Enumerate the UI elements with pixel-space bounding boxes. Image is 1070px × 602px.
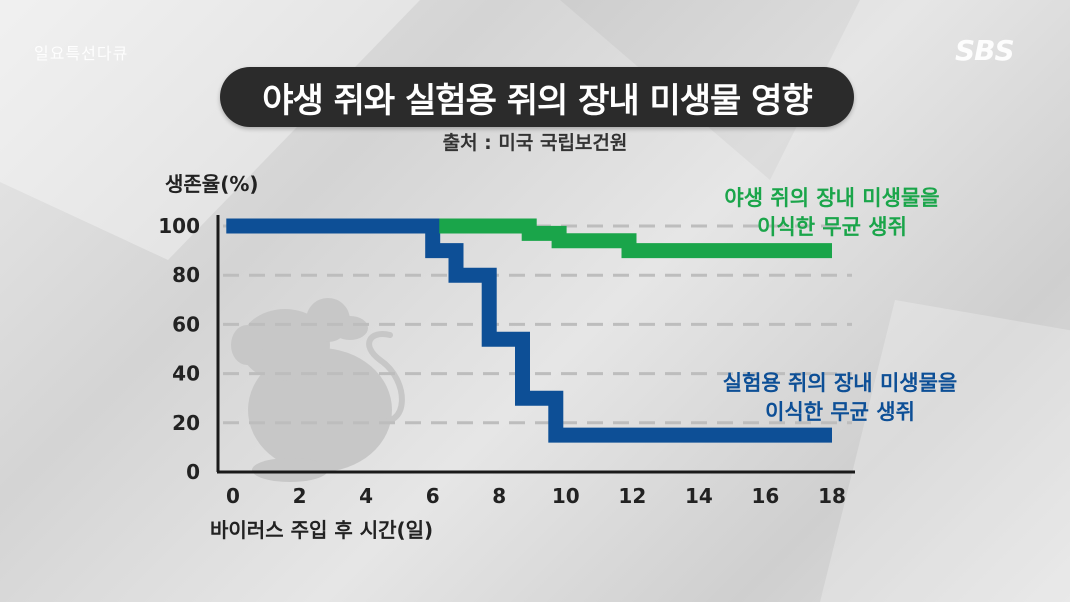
mouse-illustration <box>231 298 405 482</box>
chart-title: 야생 쥐와 실험용 쥐의 장내 미생물 영향 <box>220 67 854 127</box>
x-tick-label-8: 8 <box>492 484 506 508</box>
x-axis-label: 바이러스 주입 후 시간(일) <box>210 518 433 542</box>
series-line-green <box>439 218 832 259</box>
series-label-line: 이식한 무균 생쥐 <box>757 215 907 239</box>
y-tick-label-0: 0 <box>186 460 200 484</box>
series-label-line: 실험용 쥐의 장내 미생물을 <box>723 371 957 395</box>
program-logo: 일요특선다큐 <box>34 44 129 63</box>
x-tick-label-6: 6 <box>426 484 440 508</box>
y-tick-label-40: 40 <box>172 362 200 386</box>
broadcaster-logo: SBS <box>955 34 1015 67</box>
x-tick-label-2: 2 <box>293 484 307 508</box>
y-tick-label-60: 60 <box>172 312 200 336</box>
x-tick-label-10: 10 <box>552 484 580 508</box>
x-tick-label-14: 14 <box>685 484 713 508</box>
x-tick-label-0: 0 <box>226 484 240 508</box>
x-tick-label-16: 16 <box>752 484 780 508</box>
tick-labels: 0 2 4 6 8 10 12 14 16 18 0 20 40 60 80 100 <box>158 214 846 508</box>
series-group <box>226 218 832 443</box>
y-axis-label: 생존율(%) <box>165 172 259 196</box>
axes <box>216 215 855 474</box>
y-tick-label-20: 20 <box>172 411 200 435</box>
source-caption: 출처 : 미국 국립보건원 <box>442 132 628 154</box>
x-tick-label-12: 12 <box>618 484 646 508</box>
series-label-line: 야생 쥐의 장내 미생물을 <box>724 186 939 210</box>
y-tick-label-80: 80 <box>172 263 200 287</box>
x-tick-label-4: 4 <box>359 484 373 508</box>
series-label-line: 이식한 무균 생쥐 <box>765 400 915 424</box>
y-tick-label-100: 100 <box>158 214 200 238</box>
x-tick-label-18: 18 <box>818 484 846 508</box>
series-line-blue <box>226 218 832 443</box>
